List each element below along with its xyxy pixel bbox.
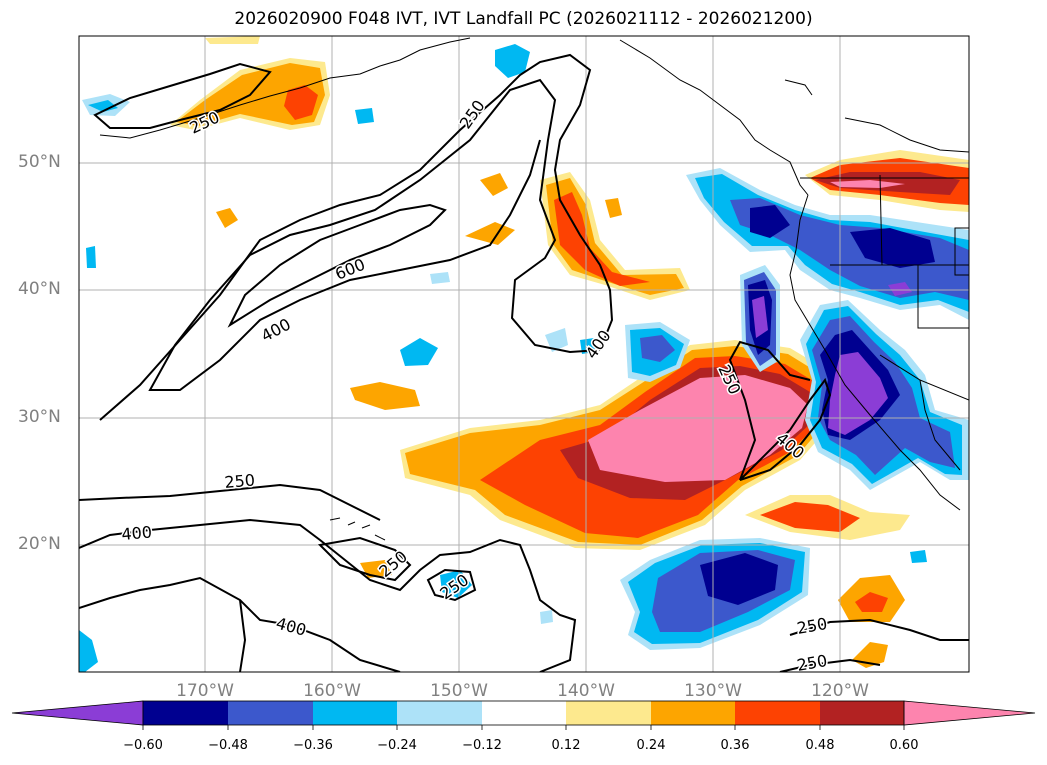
lon-label-150w: 150°W [430,681,488,701]
negative-anomaly-south [700,553,778,605]
negative-anomaly-small [495,44,530,78]
colorbar-frame [142,700,905,726]
colorbar-segment [482,701,566,725]
contour-line [93,62,272,129]
lat-label-20n: 20°N [18,534,61,554]
negative-anomaly-small [430,272,450,284]
colorbar-segment [735,701,820,725]
negative-anomaly-small [355,108,374,124]
colorbar-tick-label: 0.48 [805,738,835,753]
contour-line [728,340,811,481]
colorbar-tick-label: −0.60 [123,738,163,753]
negative-anomaly-northeast [750,205,790,238]
positive-anomaly-small [205,36,260,44]
colorbar-tick-label: 0.24 [636,738,666,753]
colorbar-segment [820,701,904,725]
lon-label-160w: 160°W [303,681,361,701]
negative-anomaly-small [540,610,553,624]
negative-anomaly-california [828,352,888,435]
colorbar-tick-label: −0.24 [377,738,417,753]
contour-label: 400 [121,522,153,544]
lat-label-30n: 30°N [18,407,61,427]
negative-anomaly-small [79,630,98,672]
coastlines [99,37,969,541]
negative-anomaly-small [86,246,96,268]
contour-line [239,599,247,672]
map-frame [78,35,970,673]
colorbar-extend-high [903,700,1036,726]
negative-anomaly-small [88,100,118,112]
lon-label-120w: 120°W [811,681,869,701]
colorbar-segment [397,701,482,725]
colorbar [11,700,1036,730]
lon-label-130w: 130°W [684,681,742,701]
lat-label-50n: 50°N [18,152,61,172]
plot-title: 2026020900 F048 IVT, IVT Landfall PC (20… [234,9,813,29]
negative-anomaly-northeast [730,198,969,300]
colorbar-tick-label: 0.12 [551,738,581,753]
colorbar-segment [651,701,735,725]
lon-label-170w: 170°W [176,681,234,701]
positive-anomaly-north [546,178,684,295]
negative-anomaly-small [440,570,472,598]
negative-anomaly-mid [640,335,675,362]
negative-anomaly-small [545,328,568,352]
contour-label: 250 [224,470,256,492]
colorbar-segment [228,701,313,725]
negative-anomaly-northeast [888,282,912,296]
contour-line [79,483,381,521]
contour-line [317,536,412,582]
colorbar-segment [566,701,651,725]
negative-anomaly-small [400,338,438,366]
contour-label: 250 [795,651,828,675]
contour-line [227,203,447,328]
map-area: 250 250 600 400 400 250 400 250 400 250 … [79,36,969,675]
positive-anomaly-southeast [855,592,888,612]
positive-anomaly-northeast [830,180,905,188]
contour-line [148,78,601,391]
positive-anomaly-southeast [760,502,860,532]
negative-anomaly-small [910,550,927,563]
positive-anomaly-north [554,192,650,286]
contour-line [99,53,614,421]
contour-line [789,618,969,641]
positive-anomaly-plume [588,375,808,482]
negative-anomaly-coastal [752,296,768,338]
colorbar-tick-label: 0.60 [889,738,919,753]
contour-line [79,518,577,672]
colorbar-tick-label: −0.12 [462,738,502,753]
negative-anomaly-northeast [850,228,935,268]
positive-anomaly-small [605,198,622,218]
colorbar-segment [143,701,228,725]
contour-line [739,377,832,481]
contour-line [426,568,477,602]
colorbar-extend-low [11,700,144,726]
contour-line [779,658,881,672]
colorbar-tick-label: 0.36 [720,738,750,753]
positive-anomaly-small [350,382,420,410]
ivt-contours [79,53,969,672]
colorbar-segment [313,701,397,725]
positive-anomaly-small [216,208,238,228]
positive-anomaly-small [480,173,508,196]
colorbar-tick-label: −0.36 [293,738,333,753]
lat-label-40n: 40°N [18,279,61,299]
positive-anomaly-aleutian [284,85,318,120]
colorbar-tick-label: −0.48 [208,738,248,753]
lon-label-140w: 140°W [557,681,615,701]
